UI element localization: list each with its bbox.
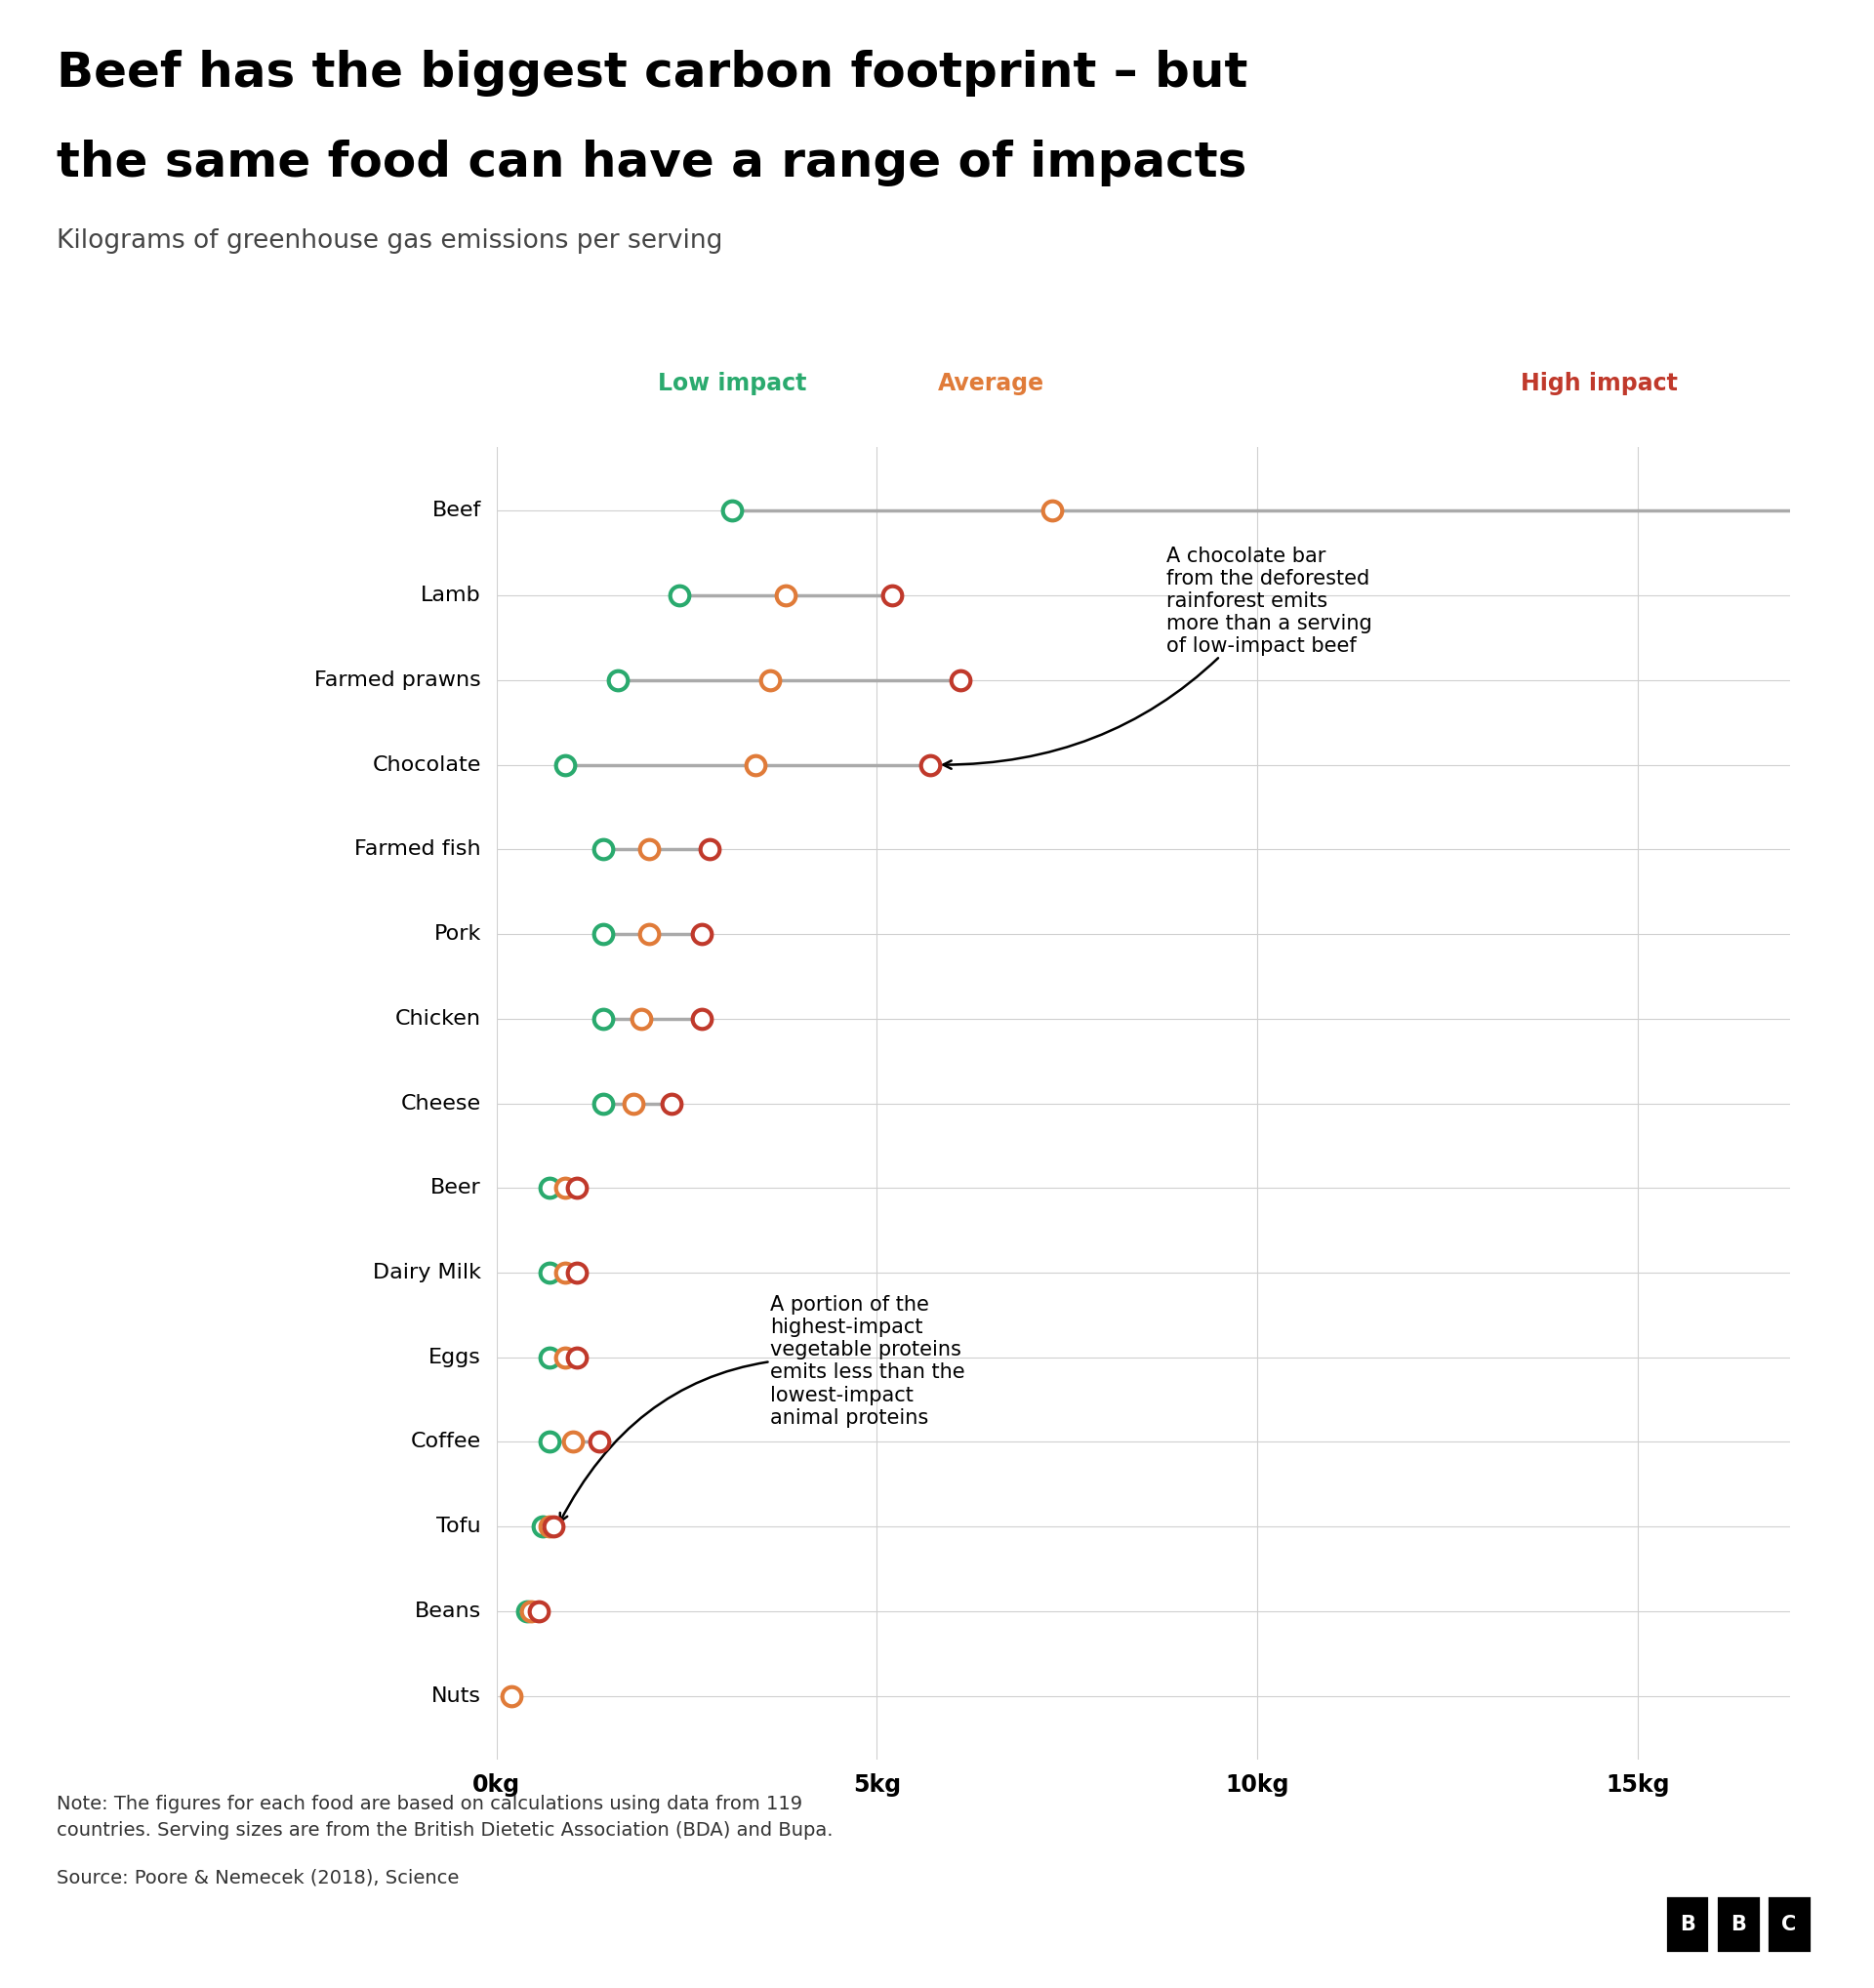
Point bbox=[585, 1425, 615, 1457]
Point bbox=[527, 1511, 557, 1543]
Text: High impact: High impact bbox=[1522, 372, 1677, 396]
FancyBboxPatch shape bbox=[1664, 1897, 1709, 1952]
Text: Nuts: Nuts bbox=[431, 1686, 482, 1706]
Point bbox=[562, 1342, 592, 1374]
Text: Dairy Milk: Dairy Milk bbox=[373, 1262, 482, 1282]
Point bbox=[551, 1342, 581, 1374]
Text: Coffee: Coffee bbox=[410, 1431, 482, 1451]
Point bbox=[656, 1087, 686, 1119]
Point bbox=[915, 749, 944, 781]
Point bbox=[538, 1511, 568, 1543]
Point bbox=[877, 580, 907, 612]
Point bbox=[770, 580, 800, 612]
Point bbox=[633, 918, 663, 950]
Point bbox=[551, 749, 581, 781]
Point bbox=[740, 749, 770, 781]
Point bbox=[515, 1594, 545, 1626]
Text: Chicken: Chicken bbox=[395, 1010, 482, 1028]
Point bbox=[551, 1256, 581, 1288]
Point bbox=[512, 1594, 542, 1626]
Text: Beef has the biggest carbon footprint – but: Beef has the biggest carbon footprint – … bbox=[56, 50, 1248, 97]
Text: B: B bbox=[1679, 1914, 1694, 1934]
Text: Lamb: Lamb bbox=[422, 586, 482, 604]
Text: Beef: Beef bbox=[431, 501, 482, 521]
Point bbox=[558, 1425, 588, 1457]
Point bbox=[523, 1594, 553, 1626]
Point bbox=[695, 833, 725, 865]
Point bbox=[588, 1087, 618, 1119]
Point bbox=[588, 1002, 618, 1034]
Text: Low impact: Low impact bbox=[658, 372, 808, 396]
Text: Cheese: Cheese bbox=[401, 1093, 482, 1113]
Point bbox=[755, 664, 785, 696]
Point bbox=[688, 918, 718, 950]
Point bbox=[1827, 495, 1857, 527]
Point bbox=[946, 664, 976, 696]
Point bbox=[688, 1002, 718, 1034]
Point bbox=[497, 1680, 527, 1712]
Point bbox=[562, 1256, 592, 1288]
Text: Average: Average bbox=[937, 372, 1044, 396]
Point bbox=[534, 1342, 564, 1374]
Point bbox=[534, 1173, 564, 1205]
Point bbox=[588, 918, 618, 950]
Point bbox=[562, 1173, 592, 1205]
Text: Farmed prawns: Farmed prawns bbox=[315, 670, 482, 690]
Text: Eggs: Eggs bbox=[429, 1348, 482, 1368]
Text: Note: The figures for each food are based on calculations using data from 119
co: Note: The figures for each food are base… bbox=[56, 1795, 832, 1839]
Point bbox=[588, 833, 618, 865]
Text: Beer: Beer bbox=[431, 1179, 482, 1197]
Point bbox=[551, 1173, 581, 1205]
FancyBboxPatch shape bbox=[1717, 1897, 1760, 1952]
Text: Chocolate: Chocolate bbox=[373, 755, 482, 775]
Text: Beans: Beans bbox=[414, 1602, 482, 1620]
Point bbox=[618, 1087, 648, 1119]
Text: A chocolate bar
from the deforested
rainforest emits
more than a serving
of low-: A chocolate bar from the deforested rain… bbox=[943, 547, 1372, 769]
Point bbox=[1036, 495, 1066, 527]
Text: A portion of the
highest-impact
vegetable proteins
emits less than the
lowest-im: A portion of the highest-impact vegetabl… bbox=[560, 1294, 965, 1521]
Text: Tofu: Tofu bbox=[437, 1517, 482, 1537]
FancyBboxPatch shape bbox=[1767, 1897, 1812, 1952]
Text: Source: Poore & Nemecek (2018), Science: Source: Poore & Nemecek (2018), Science bbox=[56, 1869, 459, 1887]
Text: C: C bbox=[1782, 1914, 1797, 1934]
Point bbox=[718, 495, 748, 527]
Point bbox=[534, 1425, 564, 1457]
Point bbox=[663, 580, 693, 612]
Point bbox=[534, 1511, 564, 1543]
Text: Kilograms of greenhouse gas emissions per serving: Kilograms of greenhouse gas emissions pe… bbox=[56, 229, 721, 254]
Point bbox=[633, 833, 663, 865]
Text: Farmed fish: Farmed fish bbox=[354, 839, 482, 859]
Text: the same food can have a range of impacts: the same food can have a range of impact… bbox=[56, 139, 1246, 187]
Point bbox=[534, 1256, 564, 1288]
Point bbox=[603, 664, 633, 696]
Text: B: B bbox=[1730, 1914, 1747, 1934]
Point bbox=[626, 1002, 656, 1034]
Text: Pork: Pork bbox=[435, 924, 482, 944]
